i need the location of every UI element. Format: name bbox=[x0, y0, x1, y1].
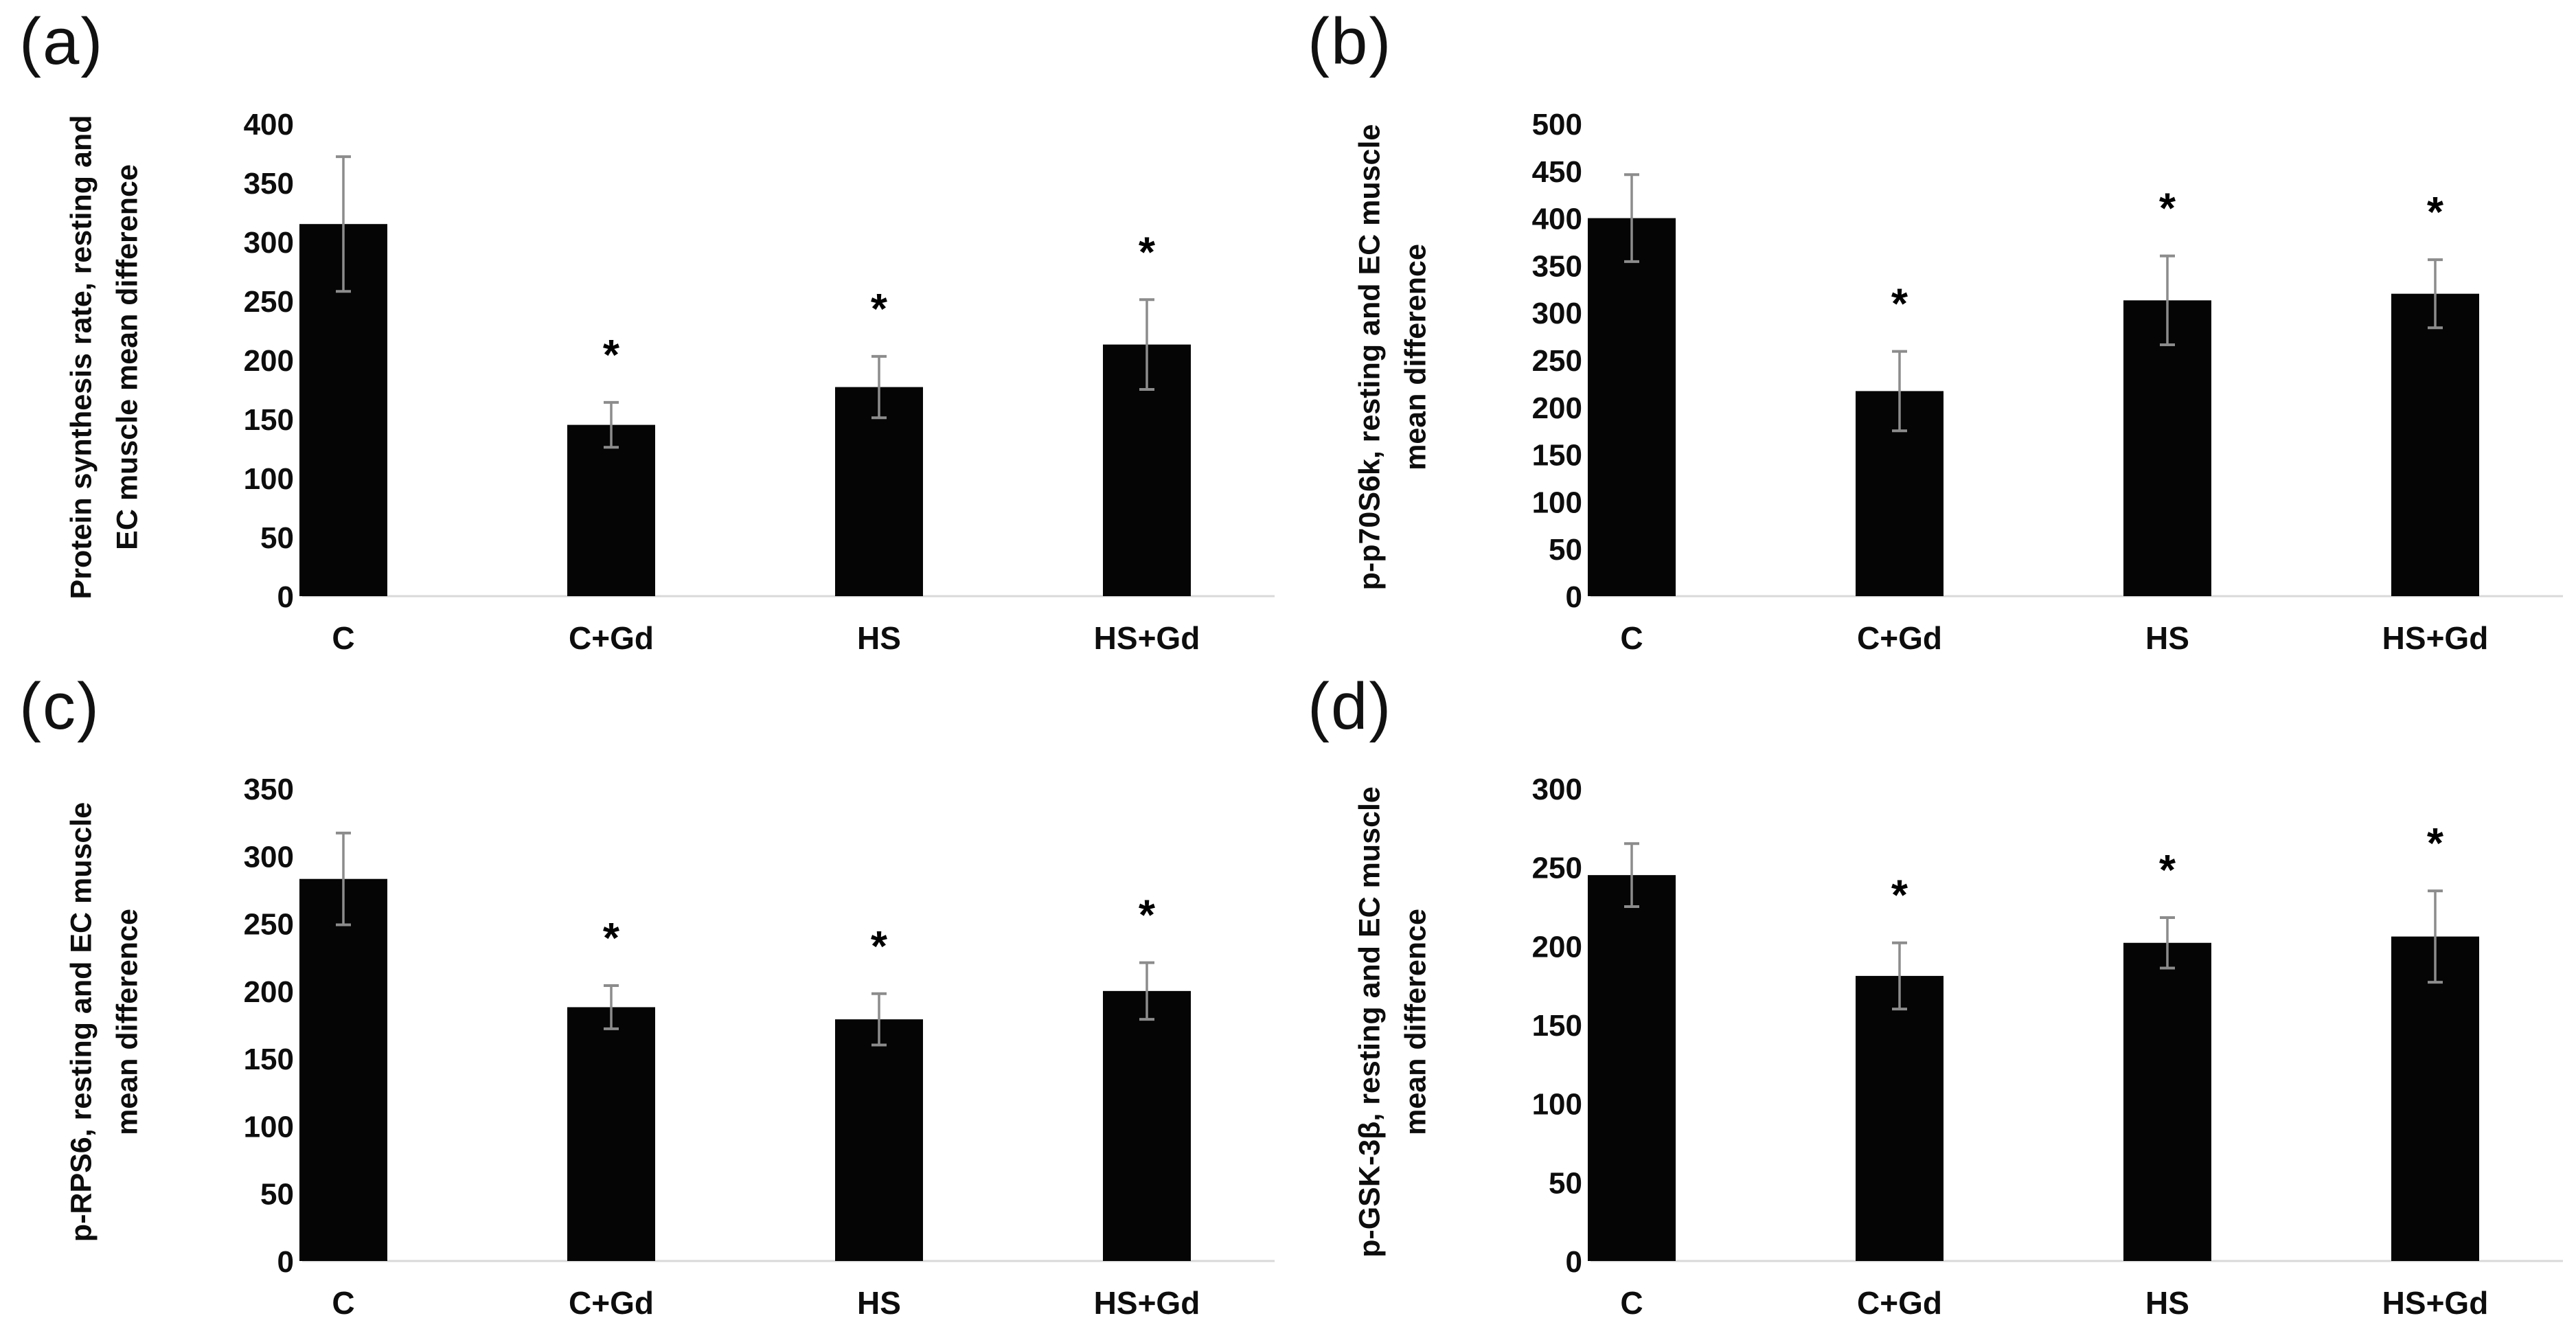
significance-asterisk: * bbox=[871, 923, 888, 970]
panel-b-letter: (b) bbox=[1308, 5, 1393, 78]
x-category-label: C bbox=[332, 1285, 354, 1321]
y-tick-label: 300 bbox=[244, 840, 294, 874]
significance-asterisk: * bbox=[2427, 820, 2444, 867]
y-tick-label: 100 bbox=[1532, 1088, 1582, 1122]
bar-HS bbox=[2123, 300, 2211, 596]
bar-C+Gd bbox=[567, 1007, 655, 1261]
panel-d-bar-plot: 0 50 100 150 200 250 300 C * C+Gd * HS * HS+Gd bbox=[1532, 773, 2563, 1321]
y-tick-label: 400 bbox=[244, 108, 294, 141]
y-tick-label: 350 bbox=[244, 167, 294, 201]
bar-C bbox=[1588, 218, 1676, 597]
x-category-label: HS+Gd bbox=[1094, 620, 1200, 656]
significance-asterisk: * bbox=[1891, 281, 1908, 328]
y-tick-label: 150 bbox=[244, 403, 294, 437]
significance-asterisk: * bbox=[1891, 872, 1908, 920]
y-tick-label: 50 bbox=[260, 521, 294, 555]
bar-HS bbox=[835, 1019, 923, 1261]
y-tick-label: 100 bbox=[244, 462, 294, 496]
y-tick-label: 0 bbox=[1566, 580, 1582, 614]
panel-b-bar-plot: 0 50 100 150 200 250 300 350 400 450 500 C * C+Gd * HS *… bbox=[1532, 108, 2563, 656]
panel-c: (c) p-RPS6, resting and EC muscle mean d… bbox=[0, 665, 1288, 1329]
panel-d-letter: (d) bbox=[1308, 670, 1393, 743]
panel-d: (d) p-GSK-3β, resting and EC muscle mean… bbox=[1288, 665, 2576, 1329]
x-category-label: HS+Gd bbox=[2382, 620, 2489, 656]
y-tick-label: 100 bbox=[244, 1110, 294, 1144]
y-tick-label: 50 bbox=[1549, 1166, 1582, 1200]
x-category-label: C bbox=[1620, 620, 1643, 656]
bar-HS bbox=[835, 387, 923, 596]
x-category-label: HS bbox=[2145, 1285, 2189, 1321]
y-tick-label: 0 bbox=[277, 580, 294, 614]
x-category-label: C+Gd bbox=[569, 1285, 654, 1321]
significance-asterisk: * bbox=[603, 915, 620, 962]
significance-asterisk: * bbox=[603, 332, 620, 379]
y-tick-label: 200 bbox=[244, 344, 294, 378]
y-tick-label: 300 bbox=[244, 226, 294, 260]
y-tick-label: 150 bbox=[244, 1043, 294, 1076]
y-tick-label: 450 bbox=[1532, 155, 1582, 189]
significance-asterisk: * bbox=[2427, 189, 2444, 236]
y-tick-label: 50 bbox=[1549, 533, 1582, 567]
significance-asterisk: * bbox=[2159, 185, 2176, 233]
panel-a: (a) Protein synthesis rate, resting and … bbox=[0, 0, 1288, 664]
y-tick-label: 350 bbox=[244, 773, 294, 806]
y-tick-label: 250 bbox=[244, 285, 294, 319]
y-tick-label: 200 bbox=[1532, 391, 1582, 425]
y-tick-label: 250 bbox=[244, 908, 294, 942]
bar-HS+Gd bbox=[2391, 293, 2479, 596]
x-category-label: C+Gd bbox=[569, 620, 654, 656]
significance-asterisk: * bbox=[2159, 847, 2176, 894]
bar-C+Gd bbox=[1856, 975, 1944, 1261]
y-tick-label: 250 bbox=[1532, 852, 1582, 885]
bar-HS bbox=[2123, 942, 2211, 1261]
panel-b: (b) p-p70S6k, resting and EC muscle mean… bbox=[1288, 0, 2576, 664]
y-tick-label: 500 bbox=[1532, 108, 1582, 141]
x-category-label: HS+Gd bbox=[2382, 1285, 2489, 1321]
x-category-label: HS bbox=[2145, 620, 2189, 656]
x-category-label: C+Gd bbox=[1857, 620, 1942, 656]
panel-c-bar-plot: 0 50 100 150 200 250 300 350 C * C+Gd * HS * HS+Gd bbox=[244, 773, 1275, 1321]
y-tick-label: 150 bbox=[1532, 439, 1582, 473]
panel-c-letter: (c) bbox=[19, 670, 100, 743]
y-tick-label: 50 bbox=[260, 1178, 294, 1212]
bar-HS+Gd bbox=[2391, 936, 2479, 1261]
y-tick-label: 200 bbox=[244, 975, 294, 1009]
y-tick-label: 0 bbox=[277, 1245, 294, 1279]
significance-asterisk: * bbox=[871, 286, 888, 333]
bar-HS+Gd bbox=[1103, 990, 1191, 1261]
y-tick-label: 150 bbox=[1532, 1009, 1582, 1043]
panel-a-bar-plot: 0 50 100 150 200 250 300 350 400 C * C+Gd * HS * HS+Gd bbox=[244, 108, 1275, 656]
x-category-label: HS+Gd bbox=[1094, 1285, 1200, 1321]
y-tick-label: 350 bbox=[1532, 249, 1582, 283]
panel-a-letter: (a) bbox=[19, 5, 104, 78]
bar-C+Gd bbox=[567, 424, 655, 596]
x-category-label: C bbox=[1620, 1285, 1643, 1321]
significance-asterisk: * bbox=[1139, 892, 1156, 940]
y-tick-label: 250 bbox=[1532, 344, 1582, 378]
y-tick-label: 300 bbox=[1532, 297, 1582, 330]
x-category-label: HS bbox=[857, 1285, 901, 1321]
bar-C bbox=[1588, 875, 1676, 1261]
y-tick-label: 400 bbox=[1532, 203, 1582, 236]
y-tick-label: 0 bbox=[1566, 1245, 1582, 1279]
x-category-label: HS bbox=[857, 620, 901, 656]
x-category-label: C+Gd bbox=[1857, 1285, 1942, 1321]
y-tick-label: 200 bbox=[1532, 930, 1582, 964]
x-category-label: C bbox=[332, 620, 354, 656]
bar-C bbox=[299, 878, 387, 1261]
y-tick-label: 300 bbox=[1532, 773, 1582, 806]
y-tick-label: 100 bbox=[1532, 486, 1582, 519]
significance-asterisk: * bbox=[1139, 229, 1156, 276]
